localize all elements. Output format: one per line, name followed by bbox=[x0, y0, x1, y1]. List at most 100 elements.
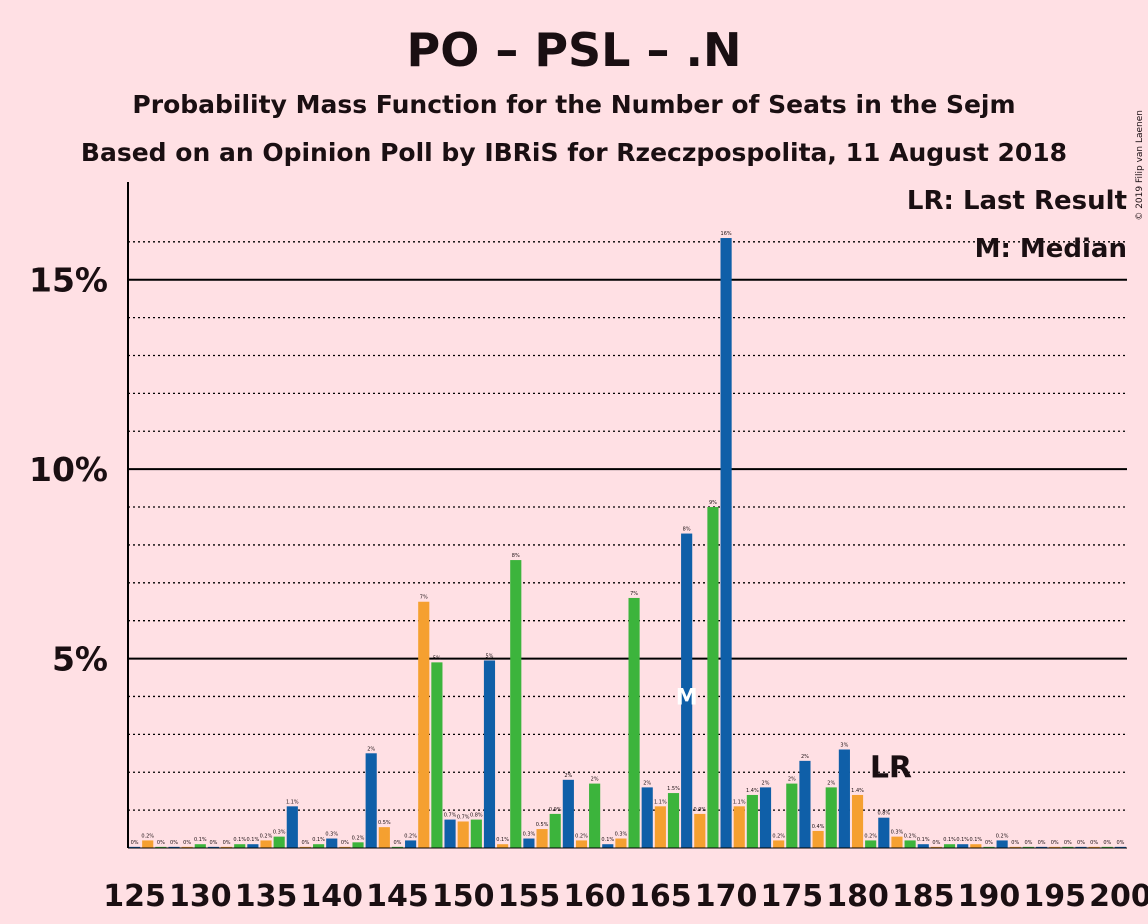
bar-value-label: 0% bbox=[209, 840, 217, 846]
bar-seats-193 bbox=[1022, 846, 1034, 848]
bar-value-label: 0% bbox=[301, 840, 309, 846]
y-tick-label: 15% bbox=[29, 261, 108, 300]
bar-seats-139 bbox=[313, 844, 325, 848]
bar-value-label: 0% bbox=[131, 840, 139, 846]
bar-seats-171 bbox=[733, 806, 745, 848]
bar-value-label: 2% bbox=[591, 777, 599, 783]
bar-value-label: 0.2% bbox=[260, 833, 273, 839]
bar-value-label: 0.3% bbox=[273, 830, 286, 836]
bar-seats-137 bbox=[286, 806, 298, 848]
bar-seats-170 bbox=[720, 238, 732, 849]
bar-seats-135 bbox=[260, 840, 272, 848]
bar-seats-190 bbox=[983, 846, 995, 848]
last-result-marker: LR bbox=[870, 751, 912, 786]
x-tick-label: 145 bbox=[366, 879, 429, 914]
bar-seats-188 bbox=[957, 844, 969, 848]
bar-value-label: 0.3% bbox=[615, 832, 628, 838]
bar-seats-184 bbox=[904, 840, 916, 848]
bar-seats-195 bbox=[1049, 846, 1061, 848]
bar-seats-136 bbox=[273, 836, 285, 848]
bar-seats-142 bbox=[352, 842, 364, 848]
bar-value-label: 0.9% bbox=[549, 807, 562, 813]
bar-value-label: 0.4% bbox=[812, 824, 825, 830]
bar-value-label: 0% bbox=[932, 840, 940, 846]
bars bbox=[129, 238, 1126, 849]
bar-seats-174 bbox=[773, 840, 785, 848]
chart-subtitle-1: Probability Mass Function for the Number… bbox=[132, 90, 1015, 119]
bar-seats-149 bbox=[444, 819, 456, 848]
bar-seats-167 bbox=[681, 533, 693, 848]
bar-value-label: 2% bbox=[367, 746, 375, 752]
bar-value-label: 0.2% bbox=[864, 833, 877, 839]
bar-value-label: 0.1% bbox=[943, 837, 956, 843]
bar-value-label: 0.1% bbox=[956, 837, 969, 843]
bar-seats-132 bbox=[221, 846, 233, 848]
bar-value-label: 0.1% bbox=[969, 837, 982, 843]
bar-seats-145 bbox=[391, 846, 404, 848]
bar-value-label: 2% bbox=[801, 754, 809, 760]
bar-seats-126 bbox=[142, 840, 154, 848]
bar-seats-153 bbox=[497, 844, 509, 848]
bar-value-label: 0.5% bbox=[536, 822, 549, 828]
bar-seats-191 bbox=[996, 840, 1008, 848]
bar-seats-196 bbox=[1062, 846, 1074, 848]
bar-value-label: 2% bbox=[643, 780, 651, 786]
bar-value-label: 7% bbox=[420, 595, 428, 601]
bar-seats-144 bbox=[378, 827, 390, 848]
x-tick-label: 200 bbox=[1089, 879, 1148, 914]
bar-value-label: 0.2% bbox=[904, 833, 917, 839]
bar-value-label: 0% bbox=[1038, 840, 1046, 846]
bar-value-label: 2% bbox=[762, 780, 770, 786]
bar-seats-168 bbox=[694, 813, 706, 848]
bar-labels: 0%0.2%0% 0% 0% 0.1% 0% 0% 0.1% 0.1%0.2%0.3%1.1%… bbox=[131, 231, 1125, 846]
bar-value-label: 0.7% bbox=[444, 813, 457, 819]
bar-value-label: 0.1% bbox=[233, 837, 246, 843]
bar-value-label: 0% bbox=[1103, 840, 1111, 846]
x-tick-label: 180 bbox=[826, 879, 889, 914]
bar-seats-177 bbox=[812, 830, 824, 848]
bar-value-label: 0% bbox=[1024, 840, 1032, 846]
bar-value-label: 0.7% bbox=[457, 814, 470, 820]
legend-last-result: LR: Last Result bbox=[907, 186, 1127, 216]
y-tick-label: 5% bbox=[52, 640, 108, 679]
bar-seats-141 bbox=[339, 846, 351, 848]
bar-value-label: 0.2% bbox=[996, 833, 1009, 839]
bar-seats-163 bbox=[628, 597, 640, 848]
bar-value-label: 0.1% bbox=[312, 837, 325, 843]
bar-value-label: 0.2% bbox=[404, 833, 417, 839]
bar-value-label: 0.3% bbox=[523, 832, 536, 838]
median-marker: M bbox=[676, 685, 698, 710]
bar-seats-150 bbox=[457, 821, 469, 848]
bar-seats-138 bbox=[299, 846, 312, 848]
x-tick-label: 150 bbox=[432, 879, 495, 914]
y-tick-label: 10% bbox=[29, 450, 108, 489]
bar-value-label: 1.5% bbox=[667, 786, 680, 792]
bar-value-label: 1.4% bbox=[746, 788, 759, 794]
x-tick-label: 160 bbox=[563, 879, 626, 914]
bar-value-label: 0% bbox=[393, 840, 401, 846]
bar-value-label: 0.2% bbox=[575, 833, 588, 839]
bar-value-label: 1.1% bbox=[654, 799, 667, 805]
x-tick-label: 125 bbox=[103, 879, 166, 914]
x-tick-label: 155 bbox=[498, 879, 561, 914]
bar-value-label: 1.4% bbox=[851, 788, 864, 794]
bar-seats-172 bbox=[746, 794, 758, 848]
x-tick-label: 190 bbox=[958, 879, 1021, 914]
bar-value-label: 0.5% bbox=[378, 820, 391, 826]
bar-seats-159 bbox=[575, 840, 588, 848]
bar-seats-151 bbox=[470, 819, 482, 848]
bar-value-label: 0.2% bbox=[352, 835, 365, 841]
x-tick-label: 165 bbox=[629, 879, 692, 914]
bar-seats-182 bbox=[878, 817, 890, 848]
x-tick-label: 135 bbox=[235, 879, 298, 914]
bar-seats-133 bbox=[234, 844, 246, 848]
bar-seats-200 bbox=[1114, 846, 1126, 848]
x-tick-label: 140 bbox=[300, 879, 363, 914]
bar-value-label: 0% bbox=[1011, 840, 1019, 846]
bar-value-label: 9% bbox=[709, 500, 717, 506]
bar-value-label: 0% bbox=[1064, 840, 1072, 846]
bar-seats-165 bbox=[654, 806, 666, 848]
bar-value-label: 1.1% bbox=[733, 799, 746, 805]
bar-seats-166 bbox=[667, 793, 680, 848]
bar-seats-197 bbox=[1075, 846, 1087, 848]
